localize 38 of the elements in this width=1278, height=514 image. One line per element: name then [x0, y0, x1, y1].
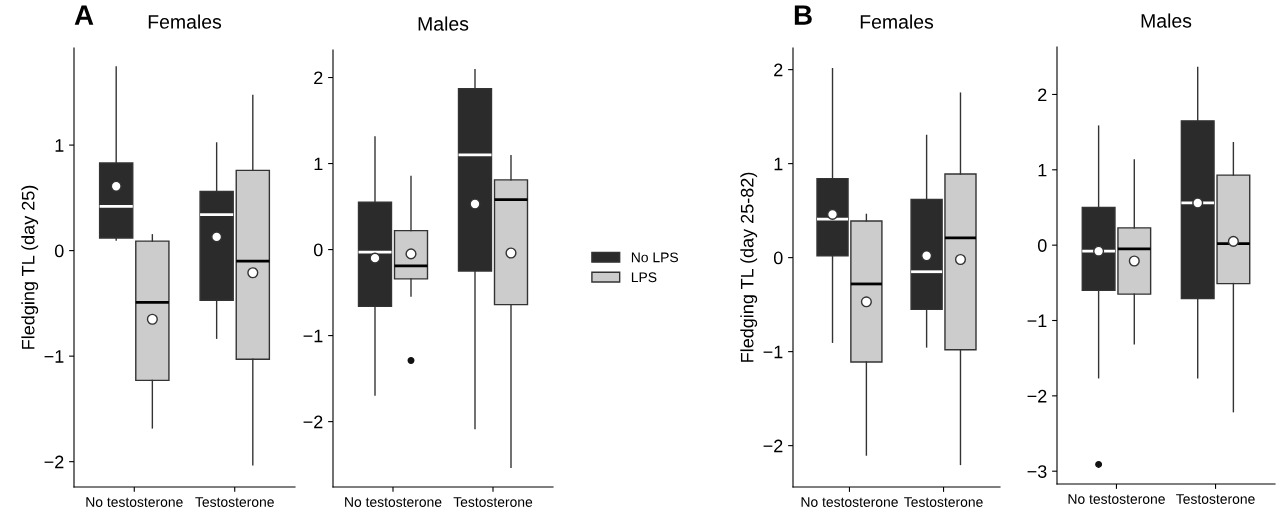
- x-tick-label: Testosterone: [195, 497, 274, 507]
- x-tick-label: No testosterone: [86, 497, 183, 507]
- x-tick-label: No testosterone: [345, 497, 442, 507]
- y-tick-label: 1: [1038, 163, 1047, 177]
- y-tick-label: 0: [1037, 239, 1047, 252]
- y-tick-label: 2: [1038, 88, 1047, 102]
- y-tick-label: −2: [44, 455, 64, 469]
- y-tick-label: 2: [774, 63, 783, 77]
- x-tick-label: No testosterone: [1068, 494, 1165, 504]
- y-axis-title: Fledging TL (day 25-82): [740, 172, 758, 362]
- y-tick-label: −1: [763, 345, 783, 359]
- y-tick-label: 1: [55, 139, 64, 152]
- y-tick-label: −1: [1027, 314, 1047, 328]
- x-tick-label: Testosterone: [904, 497, 983, 507]
- y-tick-label: 0: [313, 243, 323, 257]
- y-tick-label: −2: [1027, 389, 1047, 403]
- y-tick-label: 1: [314, 157, 323, 171]
- x-tick-label: Testosterone: [1176, 494, 1255, 504]
- y-tick-label: −2: [763, 439, 783, 453]
- y-tick-label: 2: [314, 71, 323, 85]
- y-tick-label: −1: [303, 329, 323, 343]
- chart-title: Females: [860, 14, 934, 29]
- y-tick-label: 0: [54, 244, 64, 258]
- y-axis-title: Fledging TL (day 25): [21, 185, 39, 349]
- y-tick-label: −1: [44, 350, 64, 363]
- y-tick-label: −2: [303, 415, 323, 429]
- legend-label: LPS: [631, 272, 657, 283]
- chart-title: Females: [148, 14, 222, 29]
- y-tick-label: 1: [774, 157, 783, 171]
- text: A: [74, 5, 94, 25]
- y-tick-label: −3: [1027, 465, 1047, 478]
- y-tick-label: 0: [773, 251, 783, 265]
- text: B: [794, 5, 812, 25]
- x-tick-label: Testosterone: [453, 497, 533, 507]
- legend-label: No LPS: [631, 252, 679, 263]
- x-tick-label: No testosterone: [801, 497, 898, 507]
- chart-title: Males: [418, 16, 469, 31]
- chart-title: Males: [1141, 13, 1192, 28]
